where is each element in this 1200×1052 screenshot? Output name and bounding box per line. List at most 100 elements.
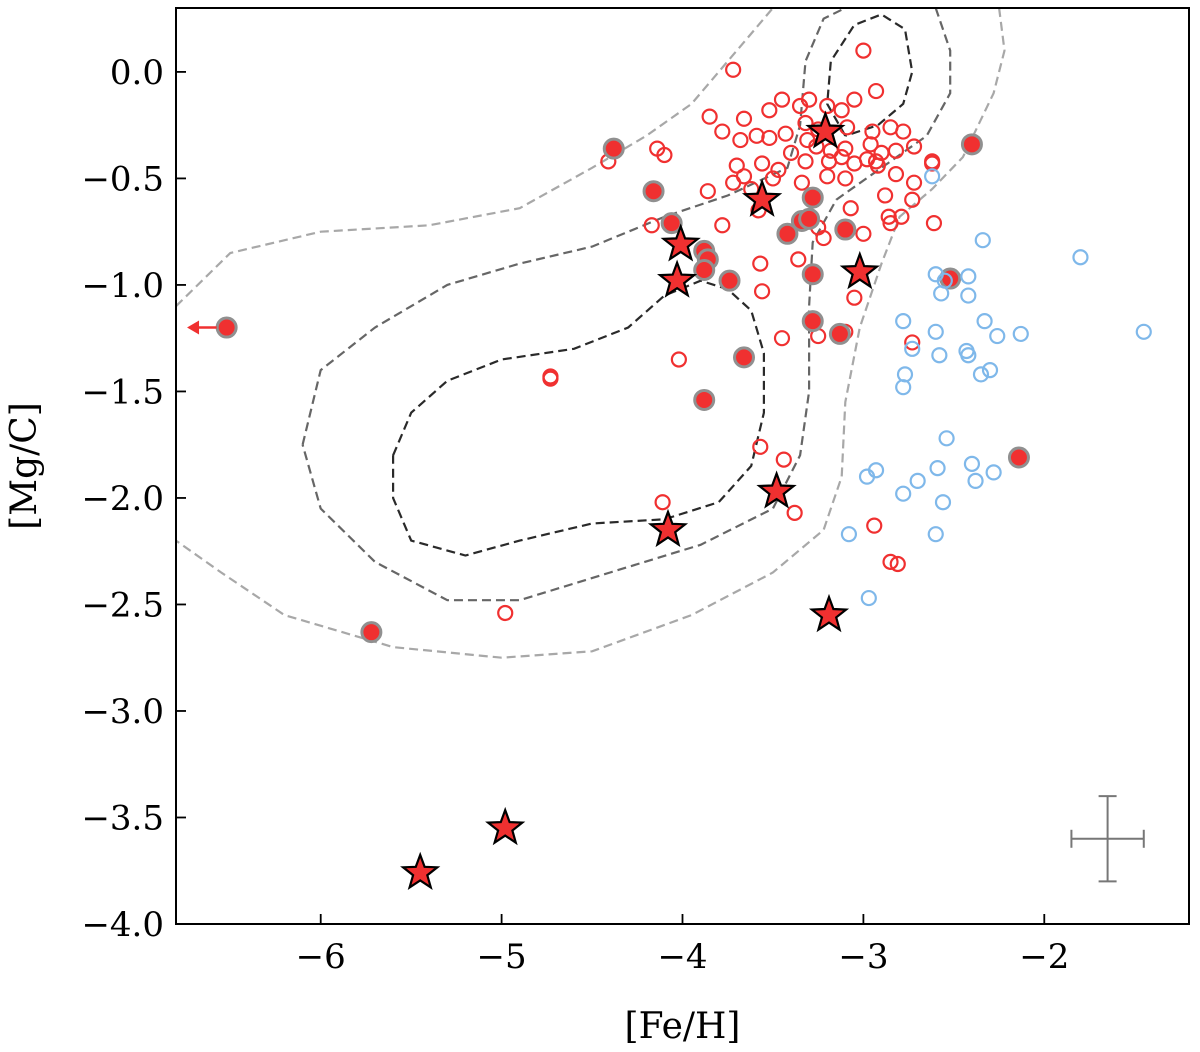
y-tick-label: −0.5 (81, 159, 164, 199)
x-tick-label: −6 (296, 937, 346, 977)
red-filled-circle-point (776, 222, 799, 245)
red-open-circle-point (728, 157, 745, 174)
blue-open-circle-point (985, 464, 1002, 481)
red-open-circle-point (815, 229, 832, 247)
red-open-circle-point (777, 125, 794, 142)
contour-inner-0 (392, 279, 765, 557)
y-tick-label: −2.0 (81, 479, 164, 519)
red-filled-circle-point (801, 186, 824, 209)
y-tick-label: −4.0 (81, 905, 164, 945)
red-open-circle-point (735, 110, 753, 127)
red-open-circle-point (866, 517, 883, 534)
red-open-circle-point (797, 153, 814, 170)
red-open-circle-point (895, 123, 912, 140)
red-star-point (657, 259, 698, 298)
red-open-circle-point (904, 191, 921, 208)
y-tick-label: −1.5 (81, 372, 164, 412)
red-open-circle-point (867, 82, 885, 100)
red-filled-circle-point (834, 218, 857, 241)
red-star-point (808, 593, 850, 633)
blue-open-circle-point (1135, 323, 1152, 340)
red-open-circle-point (752, 438, 769, 455)
red-open-circle-point (497, 604, 514, 622)
y-tick-label: −3.0 (81, 692, 164, 732)
blue-open-circle-point (904, 340, 921, 357)
blue-open-circle-point (909, 472, 926, 490)
red-filled-circle-point (693, 388, 716, 411)
red-open-circle-point (882, 553, 899, 570)
red-open-circle-point (793, 174, 810, 191)
red-open-circle-point (791, 97, 809, 115)
y-axis-label: [Mg/C] (4, 402, 45, 530)
red-open-circle-point (773, 91, 791, 108)
axes: −6 −5 −4 −3 −2 0.0 −0.5 −1.0 −1.5 −2.0 −2.5 −3.0 −3.… (81, 53, 1069, 977)
contour-mid-1 (301, 8, 952, 602)
red-open-circle-point (869, 157, 886, 174)
red-open-circle-point (752, 255, 769, 272)
x-tick-label: −2 (1019, 937, 1069, 977)
blue-open-circle-point (860, 589, 877, 607)
contour-outer-1 (176, 8, 1006, 659)
red-open-circle-point (732, 131, 749, 149)
blue-open-circle-point (929, 460, 946, 477)
blue-open-circle-point (981, 362, 999, 379)
x-tick-label: −3 (838, 937, 888, 977)
red-open-circle-point (790, 251, 807, 268)
blue-open-circle-point (895, 379, 912, 396)
red-star-point (839, 250, 880, 290)
red-open-circle-point (925, 215, 943, 232)
blue-open-circle-point (960, 268, 977, 285)
red-open-circle-point (775, 451, 792, 468)
red-open-circle-point (748, 127, 765, 144)
red-open-circle-point (842, 200, 859, 217)
y-tick-label: −2.5 (81, 585, 164, 625)
blue-open-circle-point (1072, 249, 1089, 266)
blue-open-circle-point (858, 468, 876, 485)
red-filled-circle-point (798, 207, 821, 230)
red-filled-circle-point (801, 310, 824, 333)
annotations (187, 320, 1145, 883)
red-open-circle-point (819, 97, 836, 115)
red-filled-circle-point (733, 346, 756, 369)
red-open-circle-point (880, 208, 897, 225)
red-filled-circle-point (215, 316, 238, 339)
x-tick-label: −4 (657, 937, 707, 977)
red-filled-circle-point (828, 322, 851, 345)
red-filled-circle-point (1007, 446, 1030, 469)
red-open-circle-point (761, 102, 778, 119)
blue-open-circle-point (895, 313, 912, 330)
red-open-circle-point (893, 208, 910, 225)
blue-open-circle-point (963, 455, 981, 472)
red-open-circle-point (887, 142, 905, 159)
red-open-circle-point (782, 144, 800, 161)
y-tick-label: −1.0 (81, 266, 164, 306)
red-open-circle-point (904, 334, 921, 351)
red-open-circle-point (764, 170, 782, 187)
red-open-circle-point (714, 123, 731, 140)
data-points (215, 42, 1152, 890)
red-open-circle-point (820, 153, 838, 170)
red-open-circle-point (846, 91, 863, 108)
red-open-circle-point (753, 155, 771, 172)
contour-inner-1 (826, 13, 914, 137)
red-open-circle-point (542, 370, 559, 387)
blue-open-circle-point (895, 485, 912, 502)
red-filled-circle-point (960, 133, 983, 156)
blue-open-circle-point (960, 347, 977, 364)
red-filled-circle-point (642, 180, 665, 203)
red-open-circle-point (887, 166, 905, 183)
red-open-circle-point (714, 217, 731, 234)
blue-open-circle-point (976, 313, 993, 330)
red-open-circle-point (924, 155, 941, 172)
blue-open-circle-point (960, 287, 977, 304)
red-star-point (660, 223, 701, 262)
blue-open-circle-point (840, 526, 858, 543)
red-open-circle-point (725, 174, 742, 191)
red-open-circle-point (837, 140, 854, 157)
red-open-circle-point (656, 146, 673, 164)
red-open-circle-point (670, 351, 687, 368)
red-open-circle-point (753, 283, 771, 300)
red-open-circle-point (786, 504, 803, 521)
red-open-circle-point (654, 494, 671, 511)
